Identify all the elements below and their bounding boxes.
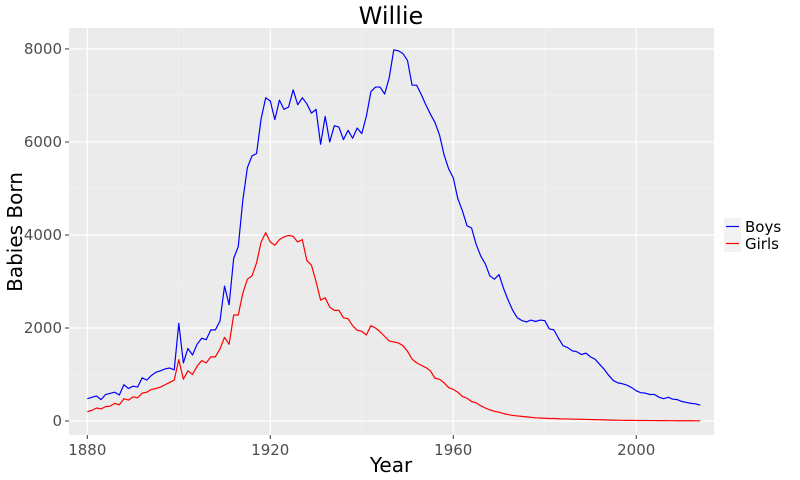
- plot-panel: [69, 28, 714, 435]
- x-axis-title: Year: [369, 453, 413, 477]
- x-tick-label: 1920: [251, 441, 289, 459]
- chart-title: Willie: [359, 2, 424, 30]
- series-line-boys: [87, 49, 701, 406]
- major-gridlines: [69, 28, 714, 435]
- x-tick-label: 1880: [68, 441, 106, 459]
- x-tick-label: 2000: [617, 441, 655, 459]
- x-tick-label: 1960: [434, 441, 472, 459]
- y-tick-label: 2000: [24, 319, 62, 337]
- y-tick-label: 6000: [24, 133, 62, 151]
- legend-label-girls: Girls: [745, 235, 779, 253]
- y-tick-label: 0: [52, 412, 62, 430]
- legend-label-boys: Boys: [745, 218, 781, 236]
- x-axis-ticks: 1880 1920 1960 2000: [68, 435, 655, 459]
- minor-gridlines: [69, 28, 714, 435]
- y-tick-label: 4000: [24, 226, 62, 244]
- series-lines: [87, 49, 701, 422]
- y-axis-ticks: 0 2000 4000 6000 8000: [24, 40, 69, 430]
- y-tick-label: 8000: [24, 40, 62, 58]
- series-line-girls: [87, 232, 701, 422]
- y-axis-title: Babies Born: [3, 172, 27, 292]
